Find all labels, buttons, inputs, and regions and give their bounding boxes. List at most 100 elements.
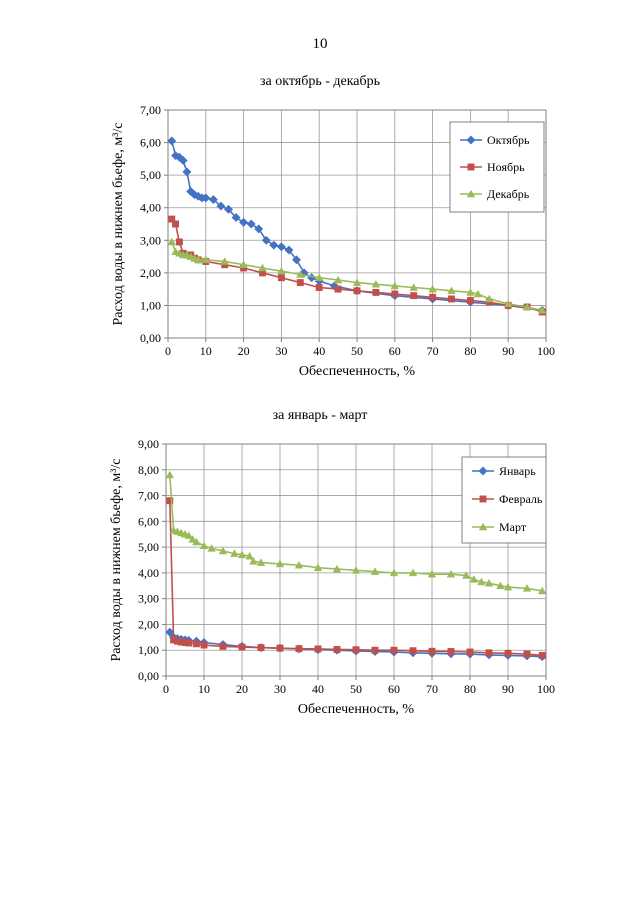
y-tick-label: 6,00 [140, 136, 161, 150]
data-point [447, 648, 455, 655]
data-point [461, 571, 471, 579]
data-point [333, 645, 341, 653]
data-point [408, 568, 418, 577]
data-point [296, 270, 305, 278]
y-axis-title: Расход воды в нижнем бьефе, м³/с [109, 458, 124, 661]
data-point [314, 273, 324, 282]
data-point [351, 565, 361, 574]
data-point [257, 644, 265, 652]
y-tick-label: 4,00 [140, 201, 161, 215]
data-point [201, 193, 211, 203]
data-point [276, 242, 286, 252]
y-tick-label: 6,00 [138, 514, 159, 528]
data-point [276, 644, 284, 652]
series-1 [166, 497, 546, 659]
data-point [428, 284, 437, 293]
data-point [410, 292, 418, 300]
data-point [184, 531, 194, 539]
legend-label: Ноябрь [487, 160, 525, 174]
x-tick-label: 80 [464, 682, 476, 696]
x-tick-label: 100 [537, 682, 555, 696]
data-point [477, 577, 486, 586]
data-point [503, 582, 513, 591]
data-point [238, 643, 246, 651]
data-point [220, 257, 229, 265]
legend-swatch-marker [478, 466, 488, 476]
x-tick-label: 90 [502, 344, 514, 358]
y-tick-label: 0,00 [138, 669, 159, 683]
data-point [218, 546, 228, 555]
data-point [390, 646, 398, 654]
x-tick-label: 90 [502, 682, 514, 696]
data-point [277, 266, 286, 275]
data-point [201, 255, 211, 264]
x-axis-title: Обеспеченность, % [299, 364, 415, 379]
data-point [427, 569, 437, 578]
data-point [389, 568, 399, 577]
data-point [522, 584, 532, 592]
data-point [448, 295, 455, 303]
x-tick-label: 60 [389, 344, 401, 358]
data-point [194, 255, 203, 264]
chart-title-jan-mar: за январь - март [272, 408, 368, 423]
legend-label: Январь [499, 464, 536, 478]
x-tick-label: 40 [312, 682, 324, 696]
x-tick-label: 70 [427, 344, 439, 358]
data-point [428, 647, 436, 655]
data-point [167, 237, 177, 246]
legend-swatch-marker [479, 495, 487, 503]
data-point [174, 152, 184, 162]
data-point [172, 220, 180, 228]
data-point [372, 288, 380, 296]
y-tick-label: 5,00 [140, 168, 161, 182]
data-point [466, 297, 474, 304]
data-point [315, 284, 323, 291]
y-tick-label: 1,00 [140, 298, 161, 312]
legend-label: Декабрь [487, 187, 530, 201]
chart-title-oct-dec: за октябрь - декабрь [259, 74, 381, 89]
data-point [237, 550, 247, 559]
data-point [254, 224, 264, 234]
x-tick-label: 80 [464, 344, 476, 358]
data-point [313, 563, 323, 572]
x-tick-label: 20 [238, 344, 250, 358]
data-point [447, 286, 456, 295]
y-tick-label: 3,00 [140, 233, 161, 247]
x-tick-label: 0 [163, 682, 169, 696]
data-point [504, 649, 512, 657]
data-point [219, 642, 227, 650]
y-tick-label: 0,00 [140, 331, 161, 345]
data-point [258, 263, 267, 272]
data-point [192, 640, 200, 648]
data-point [178, 155, 188, 166]
data-point [199, 541, 209, 550]
data-point [269, 240, 279, 250]
y-tick-label: 1,00 [138, 643, 159, 657]
data-point [409, 283, 418, 291]
data-point [216, 201, 226, 211]
data-point [239, 217, 249, 227]
data-point [296, 279, 304, 287]
data-point [166, 497, 174, 505]
legend-label: Февраль [499, 492, 543, 506]
data-point [207, 544, 216, 552]
data-point [484, 578, 494, 587]
data-point [353, 287, 361, 295]
data-point [391, 290, 399, 298]
data-point [429, 293, 437, 301]
legend-swatch-marker [467, 163, 475, 171]
data-point [246, 219, 256, 229]
y-tick-label: 2,00 [138, 617, 159, 631]
data-point [352, 646, 360, 654]
legend-swatch-marker [466, 189, 476, 198]
page-number: 10 [312, 36, 328, 52]
y-tick-label: 4,00 [138, 566, 159, 580]
y-tick-label: 5,00 [138, 540, 159, 554]
data-point [485, 294, 494, 303]
x-tick-label: 10 [200, 344, 212, 358]
data-point [334, 285, 342, 293]
data-point [249, 556, 258, 565]
data-point [503, 299, 513, 308]
data-point [390, 281, 400, 290]
y-tick-label: 2,00 [140, 266, 161, 280]
